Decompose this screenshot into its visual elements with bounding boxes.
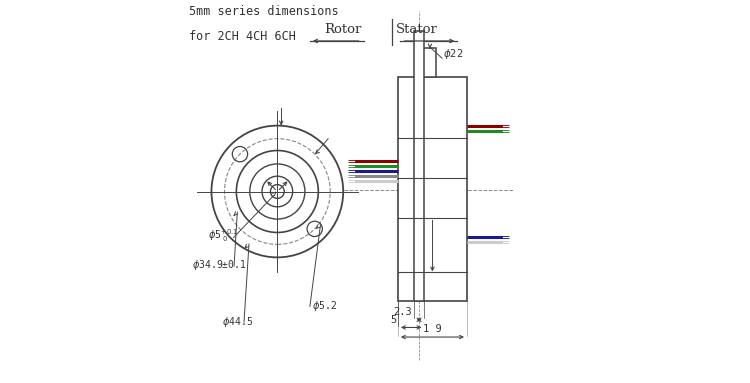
Text: $\phi$5.2: $\phi$5.2 bbox=[312, 300, 337, 313]
Bar bbox=[416, 48, 436, 77]
Text: Stator: Stator bbox=[396, 23, 438, 36]
Text: 5mm series dimensions: 5mm series dimensions bbox=[189, 5, 339, 18]
Text: $\phi$34.9±0.1: $\phi$34.9±0.1 bbox=[192, 258, 247, 272]
Text: $\phi$44.5: $\phi$44.5 bbox=[222, 315, 253, 329]
Text: 2.3: 2.3 bbox=[393, 307, 412, 317]
Bar bbox=[398, 77, 467, 301]
Bar bbox=[414, 31, 424, 301]
Text: 1 9: 1 9 bbox=[423, 324, 442, 334]
Text: for 2CH 4CH 6CH: for 2CH 4CH 6CH bbox=[189, 30, 296, 43]
Text: 5: 5 bbox=[390, 315, 396, 325]
Text: $\phi$5$^{+0.1}_{\ 0}$: $\phi$5$^{+0.1}_{\ 0}$ bbox=[208, 228, 238, 244]
Text: Rotor: Rotor bbox=[324, 23, 362, 36]
Text: $\phi$22: $\phi$22 bbox=[442, 47, 464, 61]
